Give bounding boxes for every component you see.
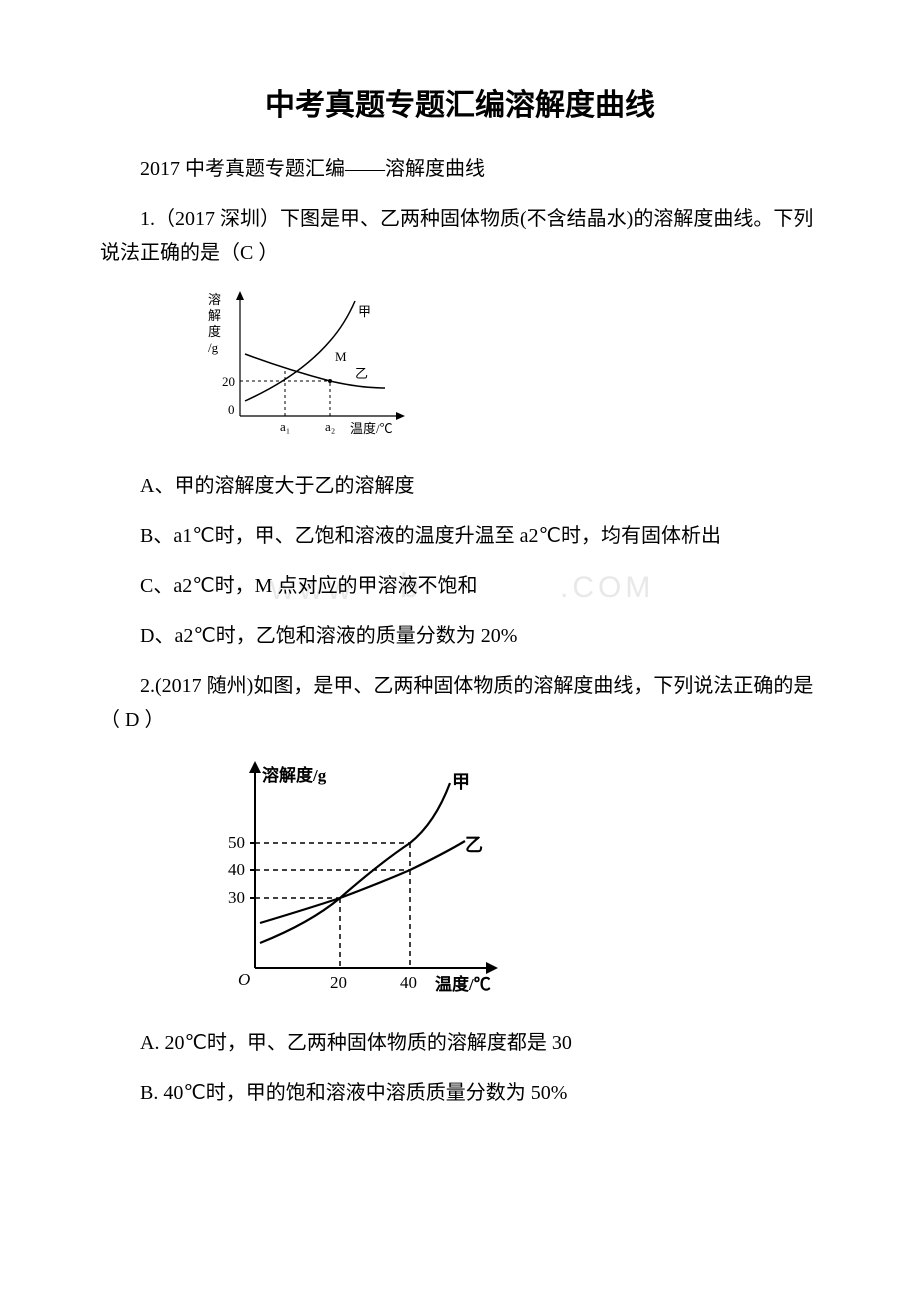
chart2-xarrow (486, 962, 498, 974)
chart2-ytick-40: 40 (228, 860, 245, 879)
q1-optD: D、a2℃时，乙饱和溶液的质量分数为 20% (100, 619, 820, 653)
chart2-xlabel: 温度/℃ (435, 974, 491, 994)
chart1-label-yi: 乙 (355, 366, 368, 381)
chart2-curve-jia (260, 783, 450, 943)
document-page: 中考真题专题汇编溶解度曲线 2017 中考真题专题汇编——溶解度曲线 1.（20… (0, 0, 920, 1186)
q1-optC: C、a2℃时，M 点对应的甲溶液不饱和 (100, 569, 820, 603)
q1-optA: A、甲的溶解度大于乙的溶解度 (100, 469, 820, 503)
chart2-ytick-50: 50 (228, 833, 245, 852)
q2-stem: 2.(2017 随州)如图，是甲、乙两种固体物质的溶解度曲线，下列说法正确的是（… (100, 669, 820, 737)
chart2-label-jia: 甲 (452, 772, 470, 792)
chart2-label-yi: 乙 (465, 835, 483, 855)
chart2-origin: O (238, 970, 250, 989)
chart1-ylabel-1: 溶 (208, 292, 221, 307)
q1-stem: 1.（2017 深圳）下图是甲、乙两种固体物质(不含结晶水)的溶解度曲线。下列说… (100, 202, 820, 270)
chart1-ylabel-2: 解 (208, 308, 221, 323)
chart1-xarrow (396, 412, 405, 420)
chart-1-svg: 溶 解 度 /g 20 0 a₁ a₂ 温度/℃ 甲 乙 (200, 286, 420, 446)
chart1-label-jia: 甲 (358, 304, 371, 319)
chart-2: 溶解度/g 30 40 50 O 20 40 温度/℃ 甲 乙 (200, 753, 820, 1008)
chart2-xtick-20: 20 (330, 973, 347, 992)
chart-1: 溶 解 度 /g 20 0 a₁ a₂ 温度/℃ 甲 乙 (200, 286, 820, 451)
chart2-ylabel: 溶解度/g (262, 765, 327, 785)
chart2-curve-yi (260, 841, 465, 923)
chart1-yarrow (236, 291, 244, 300)
chart1-xlabel: 温度/℃ (350, 421, 393, 436)
q2-optA: A. 20℃时，甲、乙两种固体物质的溶解度都是 30 (100, 1026, 820, 1060)
chart1-xtick-a2: a₂ (325, 419, 335, 434)
chart1-label-m: M (335, 349, 347, 364)
chart2-xtick-40: 40 (400, 973, 417, 992)
intro-text: 2017 中考真题专题汇编——溶解度曲线 (100, 152, 820, 186)
chart2-yarrow (249, 761, 261, 773)
page-title: 中考真题专题汇编溶解度曲线 (100, 80, 820, 124)
q1-optB: B、a1℃时，甲、乙饱和溶液的温度升温至 a2℃时，均有固体析出 (100, 519, 820, 553)
chart1-ylabel-3: 度 (208, 324, 221, 339)
chart1-ytick-20: 20 (222, 374, 235, 389)
chart1-xtick-a1: a₁ (280, 419, 290, 434)
chart-2-svg: 溶解度/g 30 40 50 O 20 40 温度/℃ 甲 乙 (200, 753, 520, 1003)
chart1-point-m (328, 379, 332, 383)
chart2-ytick-30: 30 (228, 888, 245, 907)
q2-optB: B. 40℃时，甲的饱和溶液中溶质质量分数为 50% (100, 1076, 820, 1110)
chart1-origin: 0 (228, 402, 235, 417)
chart1-ylabel-4: /g (208, 340, 219, 355)
